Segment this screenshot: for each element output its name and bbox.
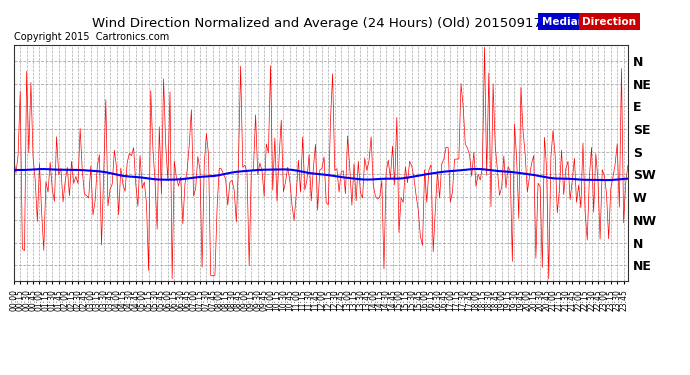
Text: Direction: Direction bbox=[582, 17, 636, 27]
Text: Copyright 2015  Cartronics.com: Copyright 2015 Cartronics.com bbox=[14, 32, 169, 42]
Text: Wind Direction Normalized and Average (24 Hours) (Old) 20150917: Wind Direction Normalized and Average (2… bbox=[92, 17, 542, 30]
Text: Median: Median bbox=[542, 17, 585, 27]
